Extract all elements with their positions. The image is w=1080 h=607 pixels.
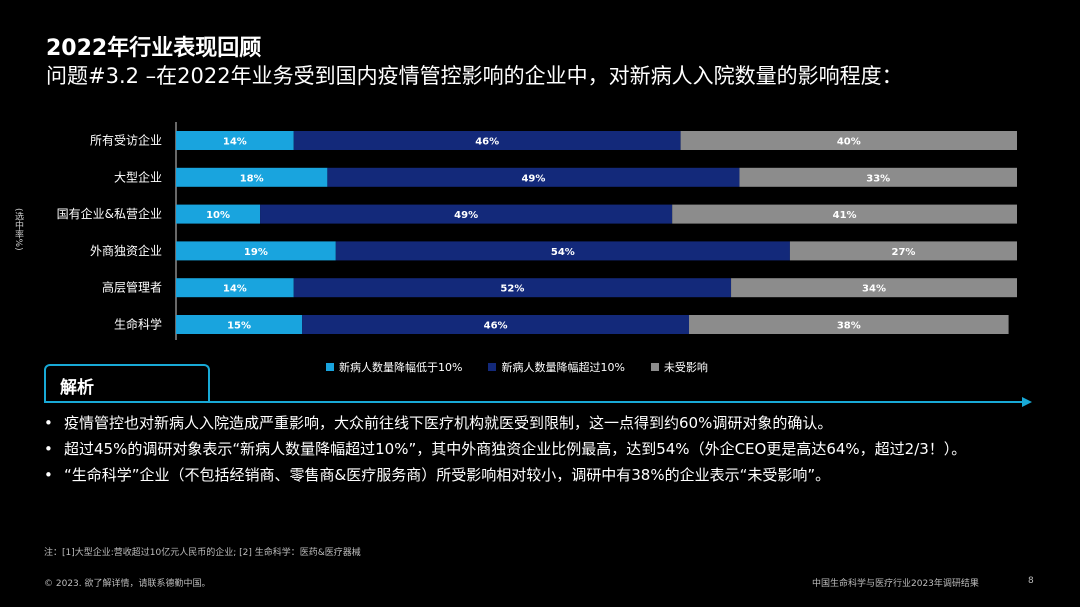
- page-subtitle: 问题#3.2 –在2022年业务受到国内疫情管控影响的企业中，对新病人入院数量的…: [46, 64, 903, 88]
- legend-label: 未受影响: [663, 361, 708, 374]
- bullet-item: • “生命科学”企业（不包括经销商、零售商&医疗服务商）所受影响相对较小，调研中…: [44, 464, 1039, 486]
- data-label: 14%: [223, 284, 247, 295]
- bar-segment: [176, 204, 261, 224]
- legend-swatch: [650, 363, 659, 371]
- legend-swatch: [326, 363, 334, 371]
- bullet-dot-icon: •: [44, 466, 53, 484]
- page-title: 2022年行业表现回顾: [46, 36, 262, 61]
- y-axis-label: (选中率%): [13, 208, 23, 251]
- legend-label: 新病人数量降幅低于10%: [339, 361, 463, 374]
- legend-item: 未受影响: [650, 359, 708, 375]
- bar-segment: [293, 278, 732, 298]
- bullet-text: 超过45%的调研对象表示“新病人数量降幅超过10%”，其中外商独资企业比例最高，…: [64, 440, 967, 458]
- bar-segment: [672, 204, 1017, 224]
- bar-segment: [680, 131, 1017, 150]
- data-label: 46%: [475, 137, 499, 148]
- data-label: 33%: [866, 173, 890, 184]
- data-label: 49%: [454, 210, 478, 221]
- analysis-arrow-icon: [1022, 397, 1032, 407]
- stacked-bar-chart: 所有受访企业 14% 46% 40% 大型企业 18% 49% 33% 国有企业&私营企业 10%…: [57, 122, 1017, 340]
- footnote: 注：[1]大型企业:营收超过10亿元人民币的企业; [2] 生命科学：医药&医疗…: [44, 548, 361, 558]
- legend-label: 新病人数量降幅超过10%: [501, 361, 625, 374]
- bar-segment: [176, 131, 294, 150]
- data-label: 10%: [206, 210, 230, 221]
- category-label: 生命科学: [114, 317, 162, 332]
- legend-swatch: [488, 363, 497, 371]
- bullet-dot-icon: •: [44, 440, 53, 458]
- bar-segment: [335, 241, 790, 261]
- category-label: 国有企业&私营企业: [57, 206, 162, 221]
- analysis-tab-frame: [44, 364, 210, 402]
- data-label: 38%: [837, 321, 861, 332]
- page-number: 8: [1028, 576, 1034, 586]
- bar-segment: [789, 241, 1017, 261]
- bar-segment: [176, 315, 303, 334]
- bullet-item: • 超过45%的调研对象表示“新病人数量降幅超过10%”，其中外商独资企业比例最…: [44, 438, 1039, 460]
- analysis-heading: 解析: [60, 378, 94, 398]
- bar-segment: [260, 204, 673, 224]
- bar-segment: [176, 278, 294, 298]
- bar-segment: [176, 241, 336, 261]
- analysis-divider: [44, 401, 1024, 403]
- bar-segment: [731, 278, 1017, 298]
- data-label: 18%: [240, 173, 264, 184]
- bullet-dot-icon: •: [44, 414, 53, 432]
- bar-segment: [293, 131, 681, 150]
- bar-segment: [176, 167, 328, 187]
- data-label: 41%: [833, 210, 857, 221]
- data-label: 14%: [223, 137, 247, 148]
- category-label: 高层管理者: [102, 280, 162, 295]
- bar-segment: [739, 167, 1017, 187]
- bullet-text: “生命科学”企业（不包括经销商、零售商&医疗服务商）所受影响相对较小，调研中有3…: [64, 466, 831, 484]
- legend-item: 新病人数量降幅超过10%: [488, 359, 625, 375]
- data-label: 49%: [521, 173, 545, 184]
- footer-copyright: © 2023. 欲了解详情，请联系德勤中国。: [44, 579, 211, 589]
- data-label: 19%: [244, 247, 268, 258]
- legend-item: 新病人数量降幅低于10%: [326, 359, 462, 375]
- bullet-text: 疫情管控也对新病人入院造成严重影响，大众前往线下医疗机构就医受到限制，这一点得到…: [64, 414, 833, 432]
- footer-report-title: 中国生命科学与医疗行业2023年调研结果: [812, 579, 979, 589]
- data-label: 15%: [227, 321, 251, 332]
- category-label: 所有受访企业: [90, 133, 162, 148]
- bar-segment: [327, 167, 740, 187]
- data-label: 52%: [500, 284, 524, 295]
- bar-segment: [302, 315, 690, 334]
- analysis-bullets: • 疫情管控也对新病人入院造成严重影响，大众前往线下医疗机构就医受到限制，这一点…: [44, 412, 1039, 490]
- category-label: 大型企业: [114, 169, 162, 184]
- data-label: 34%: [862, 284, 886, 295]
- data-label: 46%: [484, 321, 508, 332]
- data-label: 27%: [891, 247, 915, 258]
- bullet-item: • 疫情管控也对新病人入院造成严重影响，大众前往线下医疗机构就医受到限制，这一点…: [44, 412, 1039, 434]
- data-label: 54%: [551, 247, 575, 258]
- bar-segment: [689, 315, 1009, 334]
- category-label: 外商独资企业: [90, 243, 162, 258]
- chart-legend: 新病人数量降幅低于10% 新病人数量降幅超过10% 未受影响: [326, 359, 708, 375]
- data-label: 40%: [837, 137, 861, 148]
